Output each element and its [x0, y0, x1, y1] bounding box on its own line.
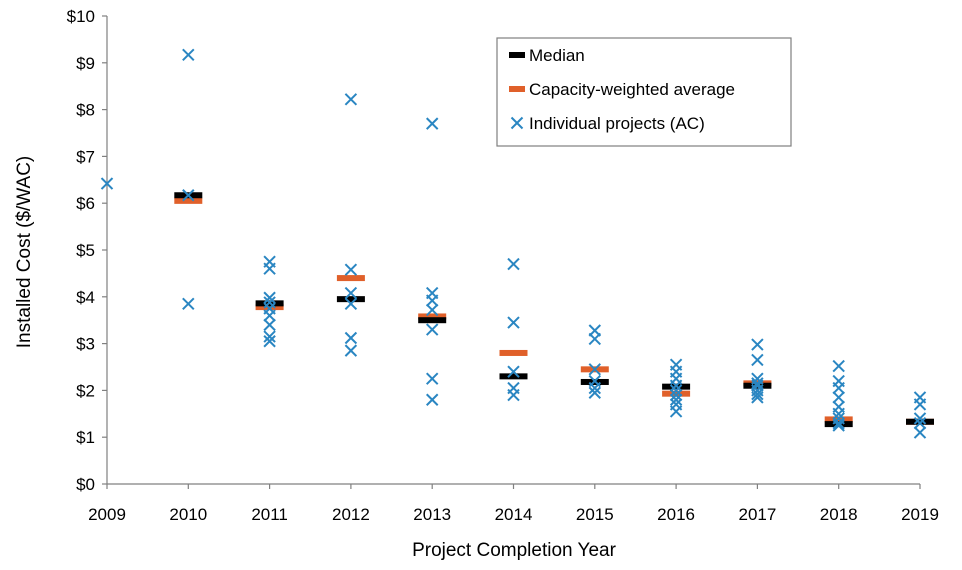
project-marker [507, 388, 520, 402]
project-marker [100, 177, 114, 190]
y-tick-label: $3 [76, 335, 95, 354]
project-marker [344, 93, 358, 106]
project-marker [263, 309, 276, 322]
y-tick-label: $6 [76, 194, 95, 213]
project-marker [588, 332, 602, 346]
project-marker [344, 286, 358, 300]
project-marker [182, 189, 195, 202]
x-axis-title: Project Completion Year [412, 540, 617, 561]
project-marker [344, 344, 358, 357]
median-bar [499, 373, 528, 380]
x-tick-label: 2019 [901, 505, 939, 524]
x-tick-label: 2009 [88, 505, 126, 524]
project-marker [425, 372, 439, 385]
y-tick-label: $1 [76, 428, 95, 447]
y-tick-label: $4 [76, 288, 95, 307]
project-marker [263, 335, 276, 348]
project-marker [263, 262, 276, 275]
project-marker [588, 386, 602, 399]
legend-item-individual: Individual projects (AC) [510, 114, 705, 133]
legend-label: Median [529, 46, 585, 65]
x-tick-label: 2010 [169, 505, 207, 524]
individual-series [100, 48, 927, 439]
project-marker [669, 393, 683, 406]
y-tick-label: $9 [76, 54, 95, 73]
project-marker [425, 393, 439, 406]
project-marker [344, 331, 358, 345]
legend-label: Capacity-weighted average [529, 80, 735, 99]
project-marker [263, 330, 276, 343]
project-marker [832, 416, 845, 430]
project-marker [913, 412, 927, 425]
chart-marks [100, 48, 934, 439]
median-bar [336, 296, 365, 303]
weighted-bar [499, 349, 528, 356]
project-marker [263, 318, 276, 332]
legend-label: Individual projects (AC) [529, 114, 705, 133]
y-tick-label: $2 [76, 381, 95, 400]
x-tick-label: 2013 [413, 505, 451, 524]
x-axis-ticks: 2009 2010 2011 2012 2013 2014 2015 2016 2017 2018… [88, 484, 939, 524]
y-axis-ticks: $0 $1 $2 $3 $4 $5 $6 $7 $8 $9 $10 [67, 7, 107, 494]
project-marker [832, 391, 845, 404]
project-marker [751, 353, 764, 367]
weighted-series [174, 197, 934, 425]
project-marker [751, 338, 764, 351]
weighted-bar [174, 197, 203, 204]
project-marker [913, 426, 927, 439]
project-marker [507, 257, 520, 271]
legend-swatch-weighted [509, 86, 525, 92]
project-marker [669, 405, 683, 418]
project-marker [344, 263, 358, 276]
project-marker [425, 294, 439, 307]
project-marker [425, 117, 439, 130]
legend-swatch-median [509, 52, 525, 58]
project-marker [832, 381, 845, 395]
project-marker [507, 365, 520, 378]
project-marker [913, 398, 927, 411]
y-tick-label: $5 [76, 241, 95, 260]
project-marker [913, 416, 927, 430]
median-series [174, 192, 934, 428]
x-tick-label: 2012 [332, 505, 370, 524]
legend-frame [496, 37, 792, 147]
project-marker [832, 407, 845, 421]
project-marker [263, 291, 276, 304]
y-axis-title: Installed Cost ($/WAC) [14, 156, 35, 349]
project-marker [588, 363, 602, 376]
project-marker [182, 297, 195, 311]
project-marker [669, 384, 683, 397]
project-marker [669, 379, 683, 392]
legend-item-median: Median [509, 46, 585, 65]
weighted-bar [418, 313, 447, 320]
project-marker [832, 359, 845, 373]
project-marker [751, 391, 764, 404]
x-tick-label: 2018 [820, 505, 858, 524]
project-marker [182, 48, 195, 62]
project-marker [507, 316, 520, 329]
x-tick-label: 2014 [495, 505, 533, 524]
project-marker [751, 387, 764, 401]
project-marker [832, 419, 845, 432]
y-tick-label: $0 [76, 475, 95, 494]
y-tick-label: $7 [76, 147, 95, 166]
legend-item-weighted: Capacity-weighted average [509, 80, 735, 99]
weighted-bar [336, 275, 365, 282]
legend: Median Capacity-weighted average Individua… [496, 37, 792, 147]
x-tick-label: 2011 [251, 505, 288, 524]
legend-swatch-individual [510, 116, 524, 130]
x-tick-label: 2016 [657, 505, 695, 524]
x-tick-label: 2015 [576, 505, 614, 524]
y-tick-label: $10 [67, 7, 95, 26]
median-bar [418, 317, 447, 324]
project-marker [669, 388, 683, 402]
project-marker [344, 297, 358, 311]
project-marker [425, 323, 439, 336]
y-tick-label: $8 [76, 101, 95, 120]
x-tick-label: 2017 [738, 505, 776, 524]
project-marker [425, 303, 439, 317]
project-marker [588, 381, 602, 395]
